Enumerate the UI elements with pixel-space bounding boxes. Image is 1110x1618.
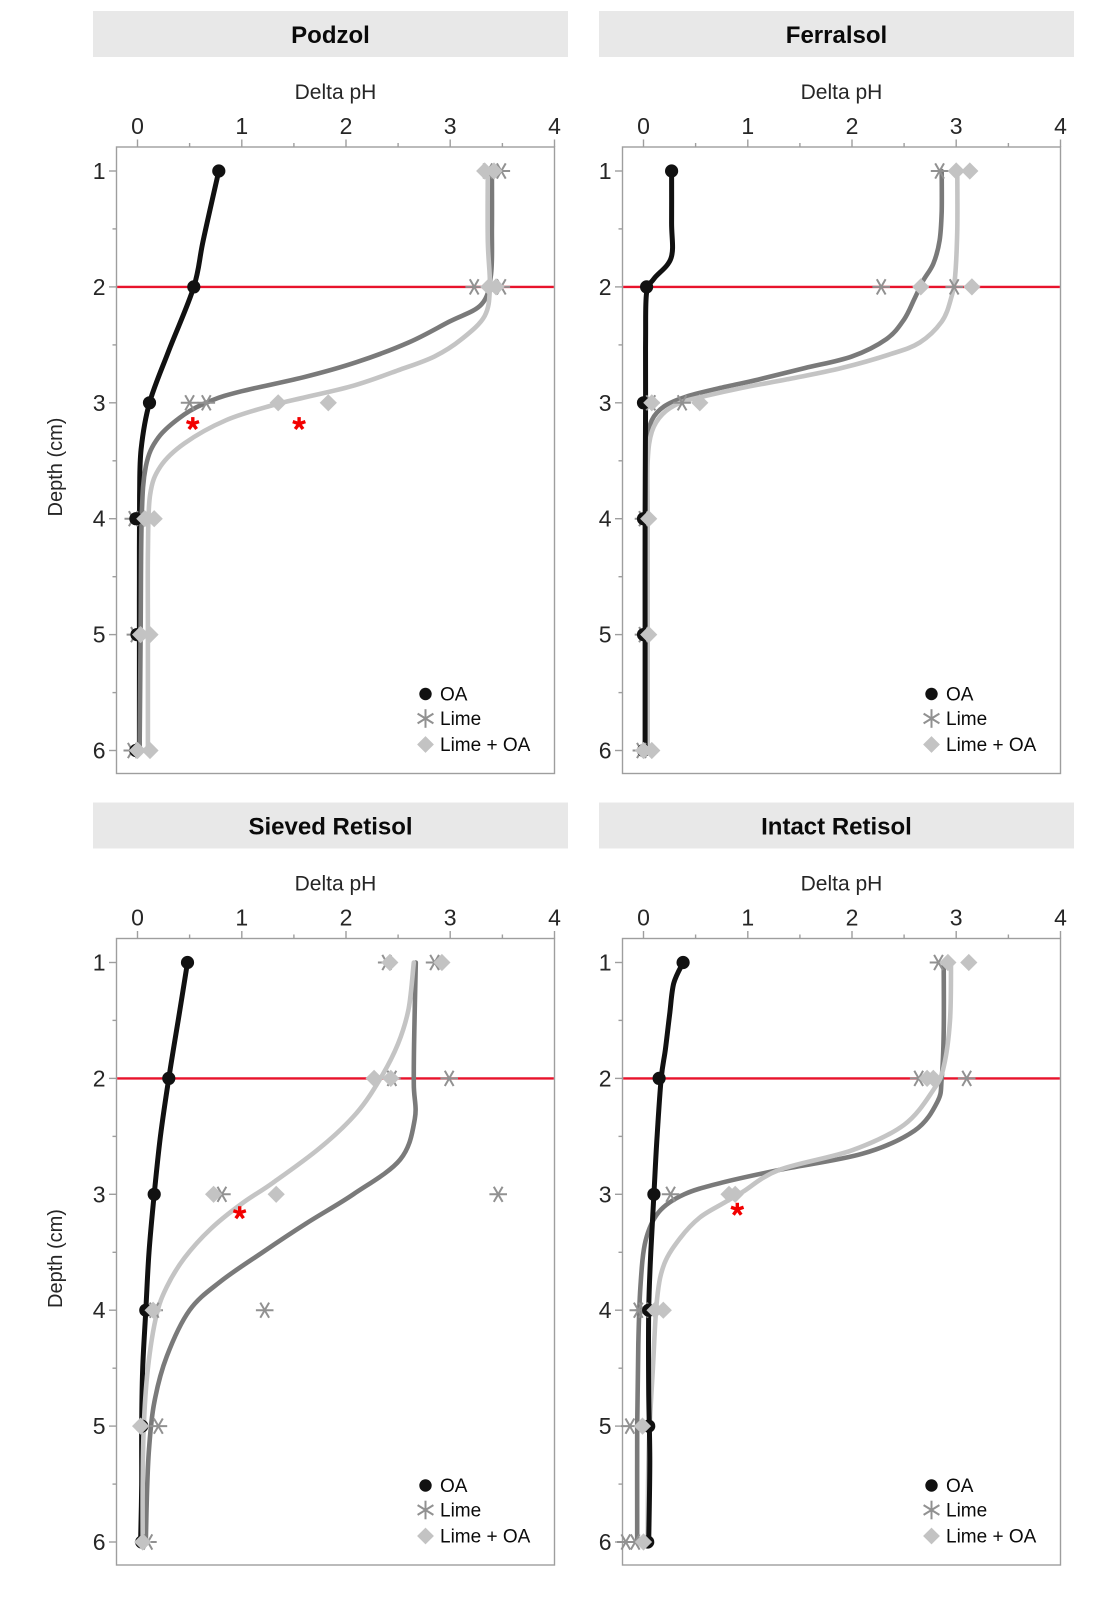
svg-text:Lime: Lime [440,1501,481,1522]
svg-text:0: 0 [131,905,144,931]
svg-text:0: 0 [637,113,650,139]
svg-text:3: 3 [93,1181,106,1207]
svg-text:0: 0 [637,905,650,931]
svg-text:Delta pH: Delta pH [801,81,883,104]
svg-text:1: 1 [599,950,612,976]
svg-text:2: 2 [599,274,612,300]
svg-text:2: 2 [340,905,353,931]
svg-text:4: 4 [93,1297,106,1323]
svg-text:Delta pH: Delta pH [801,873,883,896]
svg-text:6: 6 [599,1529,612,1555]
svg-text:Lime: Lime [946,709,987,730]
svg-text:3: 3 [950,905,963,931]
svg-text:Delta pH: Delta pH [295,81,377,104]
svg-text:OA: OA [946,1476,974,1497]
svg-text:2: 2 [599,1065,612,1091]
svg-text:3: 3 [444,905,457,931]
svg-text:3: 3 [599,390,612,416]
svg-text:2: 2 [846,905,859,931]
svg-text:Intact Retisol: Intact Retisol [761,814,912,841]
svg-text:1: 1 [599,158,612,184]
svg-text:4: 4 [1054,905,1067,931]
svg-text:Lime + OA: Lime + OA [946,735,1037,756]
svg-text:6: 6 [93,1529,106,1555]
svg-text:4: 4 [599,1297,612,1323]
svg-text:2: 2 [846,113,859,139]
svg-text:Delta pH: Delta pH [295,873,377,896]
svg-text:2: 2 [93,1065,106,1091]
svg-text:4: 4 [93,506,106,532]
svg-text:OA: OA [946,685,974,706]
svg-text:1: 1 [741,905,754,931]
svg-text:1: 1 [93,158,106,184]
svg-text:1: 1 [235,905,248,931]
svg-text:5: 5 [93,1413,106,1439]
svg-text:OA: OA [440,685,468,706]
svg-text:6: 6 [93,738,106,764]
svg-text:5: 5 [599,1413,612,1439]
svg-text:6: 6 [599,738,612,764]
svg-text:4: 4 [548,113,561,139]
svg-text:4: 4 [1054,113,1067,139]
svg-text:3: 3 [950,113,963,139]
svg-text:0: 0 [131,113,144,139]
svg-text:1: 1 [741,113,754,139]
svg-text:Sieved Retisol: Sieved Retisol [248,814,412,841]
svg-text:2: 2 [93,274,106,300]
svg-text:Lime + OA: Lime + OA [440,1527,531,1548]
svg-text:4: 4 [548,905,561,931]
svg-text:Lime + OA: Lime + OA [440,735,531,756]
svg-text:5: 5 [599,622,612,648]
svg-text:1: 1 [235,113,248,139]
svg-text:Podzol: Podzol [291,22,370,49]
svg-text:4: 4 [599,506,612,532]
svg-text:Depth (cm): Depth (cm) [45,1209,67,1308]
svg-text:OA: OA [440,1476,468,1497]
svg-text:Lime + OA: Lime + OA [946,1527,1037,1548]
svg-text:1: 1 [93,950,106,976]
svg-text:5: 5 [93,622,106,648]
svg-text:3: 3 [93,390,106,416]
svg-text:Lime: Lime [946,1501,987,1522]
svg-text:2: 2 [340,113,353,139]
svg-text:3: 3 [444,113,457,139]
svg-text:Lime: Lime [440,709,481,730]
svg-text:3: 3 [599,1181,612,1207]
svg-text:Ferralsol: Ferralsol [786,22,887,49]
svg-text:Depth (cm): Depth (cm) [45,418,67,517]
